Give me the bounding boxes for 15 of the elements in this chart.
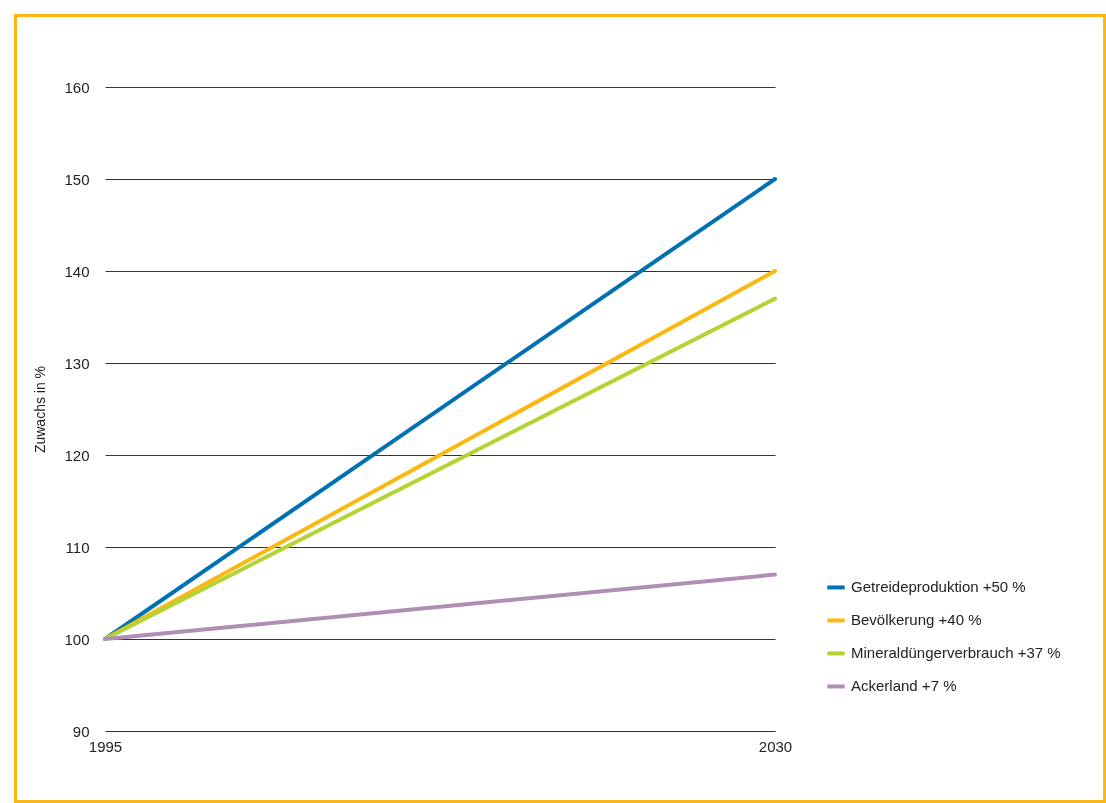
y-tick-label: 160 [64,78,90,96]
y-tick-label: 100 [64,630,90,648]
y-tick-label: 150 [64,170,90,188]
legend-label: Mineraldüngerverbrauch +37 % [851,644,1061,662]
y-tick-label: 130 [64,354,90,372]
y-tick-label: 120 [64,446,90,464]
y-tick-label: 140 [64,262,90,280]
legend-label: Bevölkerung +40 % [851,611,982,629]
x-tick-label: 1995 [88,737,123,755]
y-axis-title: Zuwachs in % [32,365,49,454]
legend-label: Getreideproduktion +50 % [851,578,1026,596]
legend-label: Ackerland +7 % [851,677,957,695]
x-tick-label: 2030 [758,737,793,755]
y-tick-label: 110 [65,538,90,556]
y-tick-label: 90 [72,722,90,740]
